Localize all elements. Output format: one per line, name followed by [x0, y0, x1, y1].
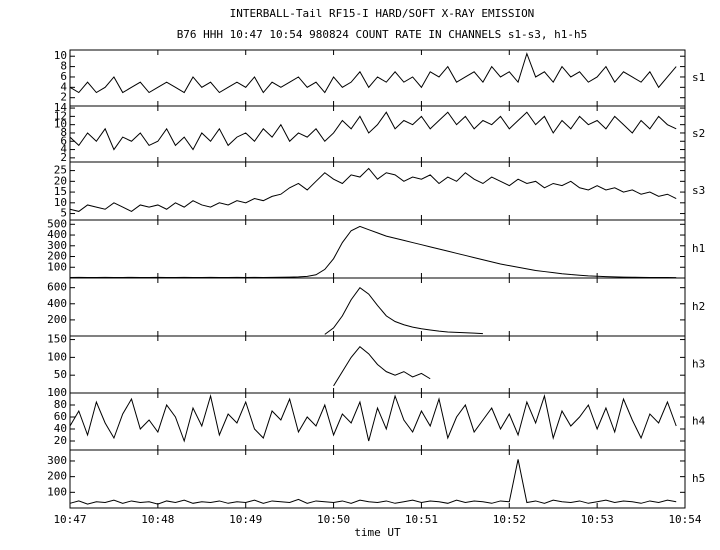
data-line	[333, 345, 431, 387]
y-tick-label: 20	[54, 174, 67, 187]
data-line	[69, 225, 677, 279]
y-tick-label: 100	[47, 260, 67, 273]
y-tick-label: 14	[54, 101, 68, 114]
y-tick-label: 400	[47, 228, 67, 241]
x-tick-label: 10:51	[405, 513, 438, 526]
panel-label: h1	[692, 242, 705, 255]
y-tick-label: 6	[60, 134, 67, 147]
y-tick-label: 10	[54, 196, 67, 209]
y-tick-label: 4	[60, 80, 67, 93]
panel-label: s1	[692, 71, 705, 84]
x-tick-label: 10:49	[229, 513, 262, 526]
panel-label: h3	[692, 358, 705, 371]
y-tick-label: 300	[47, 239, 67, 252]
panel-label: h5	[692, 472, 705, 485]
y-tick-label: 200	[47, 250, 67, 263]
x-tick-label: 10:52	[493, 513, 526, 526]
chart-title: INTERBALL-Tail RF15-I HARD/SOFT X-RAY EM…	[230, 7, 535, 20]
y-tick-label: 100	[47, 485, 67, 498]
y-tick-label: 2	[60, 91, 67, 104]
y-tick-label: 8	[60, 60, 67, 73]
panel-label: s2	[692, 127, 705, 140]
y-tick-label: 6	[60, 70, 67, 83]
chart-subtitle: B76 HHH 10:47 10:54 980824 COUNT RATE IN…	[177, 28, 588, 41]
x-tick-label: 10:48	[141, 513, 174, 526]
y-tick-label: 100	[47, 350, 67, 363]
panel-frame	[69, 449, 686, 509]
y-tick-label: 150	[47, 333, 67, 346]
y-tick-label: 10	[54, 49, 67, 62]
y-tick-label: 15	[54, 185, 67, 198]
y-tick-label: 500	[47, 217, 67, 230]
x-tick-label: 10:53	[581, 513, 614, 526]
data-line	[69, 111, 677, 151]
data-line	[69, 52, 677, 94]
y-tick-label: 400	[47, 297, 67, 310]
y-tick-label: 50	[54, 368, 67, 381]
y-tick-label: 4	[60, 143, 67, 156]
panel-label: h4	[692, 415, 706, 428]
panel-label: s3	[692, 184, 705, 197]
x-tick-label: 10:47	[53, 513, 86, 526]
y-tick-label: 25	[54, 164, 67, 177]
y-tick-label: 20	[54, 434, 67, 447]
y-tick-label: 8	[60, 126, 67, 139]
x-axis-label: time UT	[354, 526, 401, 539]
x-tick-label: 10:50	[317, 513, 350, 526]
x-tick-label: 10:54	[668, 513, 701, 526]
y-tick-label: 10	[54, 118, 67, 131]
y-tick-label: 80	[54, 398, 67, 411]
data-line	[69, 394, 677, 443]
y-tick-label: 100	[47, 386, 67, 399]
y-tick-label: 60	[54, 410, 67, 423]
y-tick-label: 2	[60, 151, 67, 164]
y-tick-label: 40	[54, 422, 67, 435]
y-tick-label: 200	[47, 313, 67, 326]
data-line	[69, 459, 677, 505]
y-tick-label: 12	[54, 109, 67, 122]
data-line	[69, 167, 677, 212]
data-line	[324, 286, 483, 335]
y-tick-label: 600	[47, 281, 67, 294]
y-tick-label: 300	[47, 454, 67, 467]
y-tick-label: 5	[60, 207, 67, 220]
panel-label: h2	[692, 300, 705, 313]
y-tick-label: 200	[47, 470, 67, 483]
